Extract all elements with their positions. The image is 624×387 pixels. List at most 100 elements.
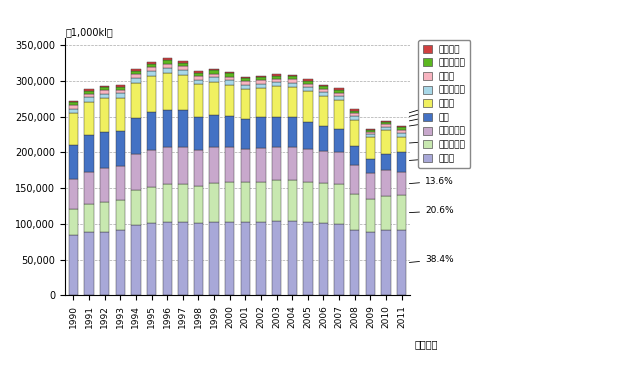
Bar xyxy=(225,222,235,295)
Bar xyxy=(256,80,266,84)
Bar xyxy=(115,85,125,87)
Bar xyxy=(69,113,78,145)
Bar xyxy=(84,91,94,94)
Bar xyxy=(319,96,328,126)
Bar xyxy=(178,70,188,75)
Bar xyxy=(147,62,156,64)
Bar xyxy=(334,224,344,295)
Bar xyxy=(334,96,344,99)
Bar xyxy=(131,190,140,224)
Bar xyxy=(350,111,359,113)
Bar xyxy=(241,222,250,295)
Bar xyxy=(256,148,266,182)
Bar xyxy=(319,126,328,151)
Bar xyxy=(366,130,375,132)
Bar xyxy=(178,61,188,63)
Bar xyxy=(69,106,78,109)
Bar xyxy=(350,146,359,165)
Bar xyxy=(115,230,125,295)
Bar xyxy=(162,60,172,63)
Bar xyxy=(194,150,203,186)
Bar xyxy=(256,87,266,118)
Bar xyxy=(100,232,109,295)
Bar xyxy=(178,222,188,295)
Bar xyxy=(397,230,406,295)
Bar xyxy=(366,199,375,232)
Bar xyxy=(272,75,281,79)
Bar xyxy=(334,184,344,224)
Bar xyxy=(147,150,156,187)
Bar xyxy=(350,120,359,146)
Bar xyxy=(100,86,109,87)
Bar xyxy=(381,154,391,170)
Bar xyxy=(178,66,188,70)
Bar xyxy=(69,145,78,179)
Bar xyxy=(210,74,219,77)
Bar xyxy=(131,69,140,70)
Bar xyxy=(288,180,297,221)
Bar xyxy=(334,92,344,96)
Bar xyxy=(397,130,406,133)
Bar xyxy=(397,195,406,230)
Bar xyxy=(147,223,156,295)
Bar xyxy=(131,154,140,190)
Bar xyxy=(350,165,359,194)
Bar xyxy=(84,172,94,204)
Bar xyxy=(397,133,406,137)
Bar xyxy=(288,221,297,295)
Bar xyxy=(178,184,188,222)
Bar xyxy=(397,173,406,195)
Bar xyxy=(225,147,235,182)
Bar xyxy=(162,222,172,295)
Bar xyxy=(225,182,235,222)
Bar xyxy=(288,118,297,147)
Bar xyxy=(381,122,391,124)
Bar xyxy=(319,183,328,223)
Bar xyxy=(225,72,235,74)
Bar xyxy=(256,75,266,77)
Text: 13.6%: 13.6% xyxy=(409,176,454,185)
Bar xyxy=(147,64,156,67)
Bar xyxy=(319,151,328,183)
Bar xyxy=(210,69,219,70)
Bar xyxy=(334,129,344,152)
Bar xyxy=(100,168,109,202)
Bar xyxy=(319,86,328,89)
Bar xyxy=(334,88,344,90)
Bar xyxy=(303,149,313,182)
Bar xyxy=(319,223,328,295)
Bar xyxy=(381,124,391,127)
Bar xyxy=(69,209,78,235)
Bar xyxy=(194,117,203,150)
Bar xyxy=(162,110,172,147)
Bar xyxy=(194,223,203,295)
Bar xyxy=(69,235,78,295)
Bar xyxy=(397,126,406,127)
Bar xyxy=(178,75,188,110)
Bar xyxy=(84,89,94,91)
Bar xyxy=(381,170,391,196)
Text: 20.6%: 20.6% xyxy=(409,207,454,216)
Bar xyxy=(366,134,375,137)
Bar xyxy=(256,222,266,295)
Bar xyxy=(241,81,250,85)
Bar xyxy=(115,89,125,93)
Bar xyxy=(272,147,281,180)
Bar xyxy=(84,94,94,98)
Bar xyxy=(397,137,406,152)
Bar xyxy=(131,82,140,118)
Bar xyxy=(100,94,109,98)
Bar xyxy=(210,115,219,147)
Bar xyxy=(303,222,313,295)
Bar xyxy=(115,87,125,89)
Bar xyxy=(210,222,219,295)
Bar xyxy=(241,77,250,78)
Bar xyxy=(256,84,266,87)
Bar xyxy=(162,147,172,184)
Text: （1,000kl）: （1,000kl） xyxy=(66,27,114,37)
Bar xyxy=(162,184,172,222)
Bar xyxy=(162,72,172,110)
Bar xyxy=(381,127,391,130)
Bar xyxy=(303,84,313,87)
Bar xyxy=(84,102,94,135)
